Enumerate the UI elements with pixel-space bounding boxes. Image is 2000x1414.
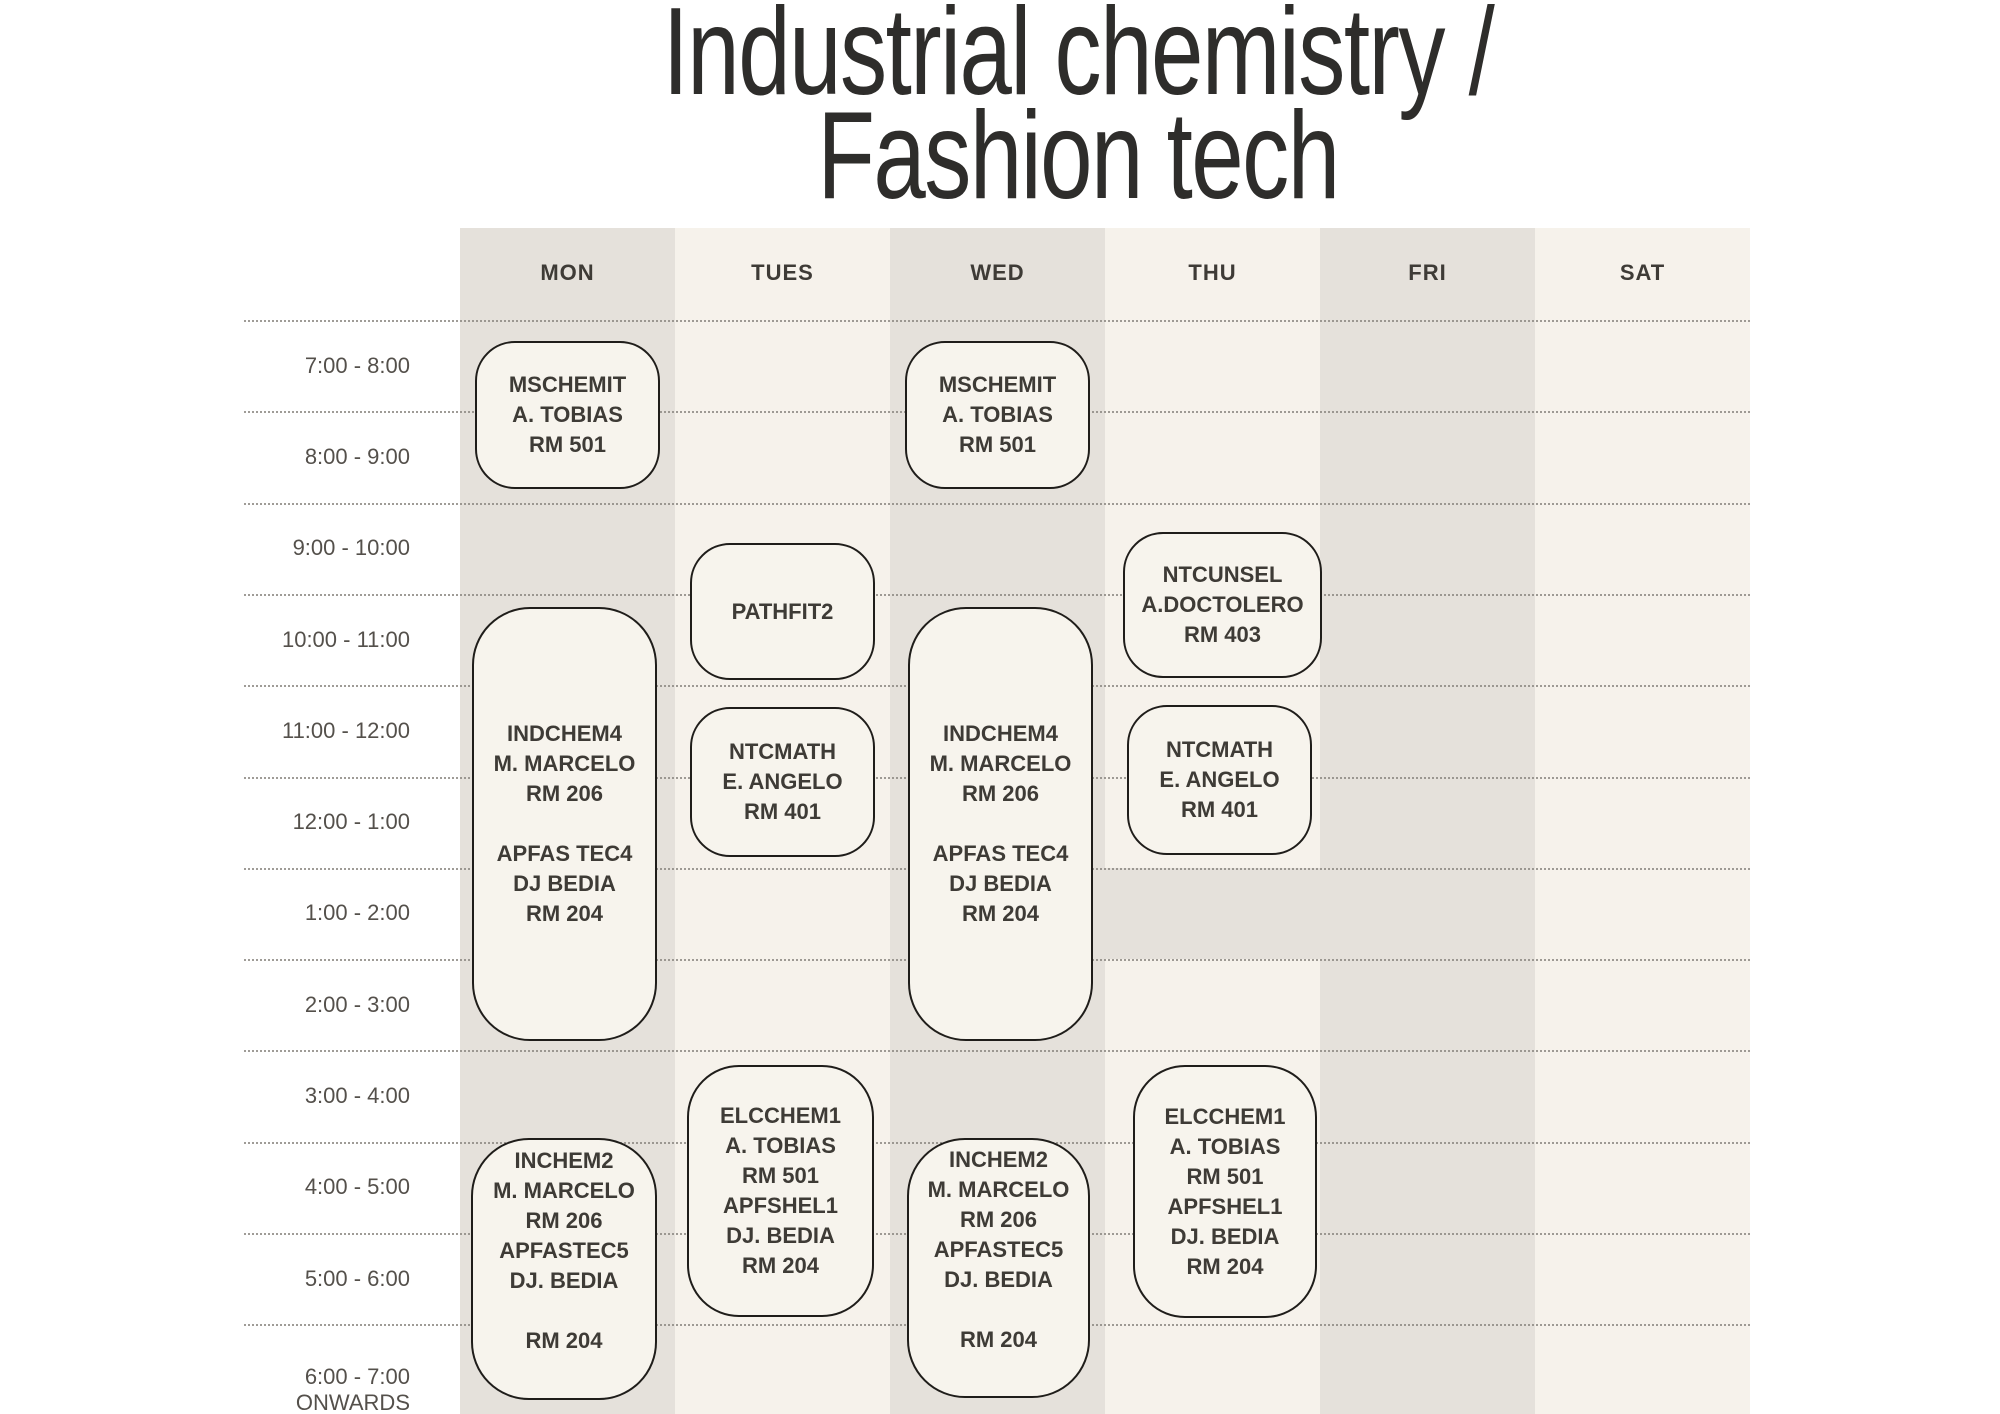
event-course: INCHEM2 <box>514 1148 614 1173</box>
event-instructor: M. MARCELO <box>927 1177 1070 1202</box>
event-room: RM 206 <box>961 781 1040 806</box>
shaded-cell-thu-1-2 <box>1105 868 1320 959</box>
event-card-mon-indchem4: INDCHEM4 M. MARCELO RM 206 APFAS TEC4 DJ… <box>472 607 657 1041</box>
event-course: INCHEM2 <box>948 1147 1048 1172</box>
event-course: NTCUNSEL <box>1162 562 1283 587</box>
page-title-line-2: Fashion tech <box>817 87 1340 225</box>
event-room-2: RM 204 <box>525 1328 603 1353</box>
row-divider <box>244 320 1750 322</box>
event-card-thu-ntcmath: NTCMATH E. ANGELO RM 401 <box>1127 705 1312 855</box>
column-band-fri <box>1320 228 1535 1414</box>
event-instructor: M. MARCELO <box>493 1178 635 1203</box>
time-label-9-10: 9:00 - 10:00 <box>292 535 410 560</box>
event-card-tue-elcchem1: ELCCHEM1 A. TOBIAS RM 501 APFSHEL1 DJ. B… <box>687 1065 874 1317</box>
row-divider <box>244 1050 1750 1052</box>
event-card-tue-ntcmath: NTCMATH E. ANGELO RM 401 <box>690 707 875 857</box>
event-course: INDCHEM4 <box>943 721 1058 746</box>
event-room-2: RM 204 <box>525 901 604 926</box>
event-instructor: A. TOBIAS <box>1169 1133 1281 1159</box>
time-label-3-4: 3:00 - 4:00 <box>304 1083 410 1108</box>
event-instructor-2: DJ. BEDIA <box>726 1223 835 1248</box>
event-room: RM 501 <box>958 432 1037 457</box>
event-instructor: M. MARCELO <box>929 751 1072 776</box>
event-room-2: RM 204 <box>1186 1253 1264 1279</box>
event-instructor-2: DJ. BEDIA <box>944 1267 1053 1292</box>
event-room-2: RM 204 <box>741 1253 820 1278</box>
event-room: RM 501 <box>1186 1163 1264 1189</box>
event-instructor-2: DJ. BEDIA <box>509 1268 619 1293</box>
event-course: NTCMATH <box>728 739 837 764</box>
page-title: Industrial chemistry / Fashion tech <box>318 0 1838 225</box>
event-instructor-2: DJ BEDIA <box>949 871 1052 896</box>
time-label-8-9: 8:00 - 9:00 <box>304 444 410 469</box>
event-card-wed-indchem4: INDCHEM4 M. MARCELO RM 206 APFAS TEC4 DJ… <box>908 607 1093 1041</box>
event-instructor: A. TOBIAS <box>512 402 623 427</box>
event-card-wed-mschemit: MSCHEMIT A. TOBIAS RM 501 <box>905 341 1090 489</box>
event-room: RM 206 <box>525 781 604 806</box>
event-course: ELCCHEM1 <box>1164 1103 1286 1129</box>
time-label-2-3: 2:00 - 3:00 <box>304 992 410 1017</box>
event-course-2: APFSHEL1 <box>723 1193 838 1218</box>
page-title-line-1: Industrial chemistry / <box>662 0 1495 121</box>
time-label-10-11: 10:00 - 11:00 <box>281 627 410 652</box>
event-room: RM 401 <box>743 799 822 824</box>
event-room: RM 401 <box>1180 797 1259 822</box>
event-room-2: RM 204 <box>961 901 1040 926</box>
day-header-thu: THU <box>1188 260 1237 285</box>
event-instructor: M. MARCELO <box>493 751 636 776</box>
event-instructor: A. TOBIAS <box>942 402 1053 427</box>
event-course: NTCMATH <box>1165 737 1274 762</box>
event-instructor: E. ANGELO <box>722 769 843 794</box>
event-instructor-2: DJ BEDIA <box>513 871 616 896</box>
event-room: RM 403 <box>1183 622 1262 647</box>
event-instructor: E. ANGELO <box>1159 767 1280 792</box>
event-room-2: RM 204 <box>959 1327 1038 1352</box>
event-card-mon-inchem2: INCHEM2 M. MARCELO RM 206 APFASTEC5 DJ. … <box>471 1138 657 1400</box>
event-course: ELCCHEM1 <box>719 1103 841 1128</box>
event-course-2: APFSHEL1 <box>1167 1193 1283 1219</box>
event-room: RM 501 <box>528 432 607 457</box>
event-course: INDCHEM4 <box>507 721 622 746</box>
event-card-wed-inchem2: INCHEM2 M. MARCELO RM 206 APFASTEC5 DJ. … <box>907 1138 1090 1398</box>
day-header-mon: MON <box>540 260 595 285</box>
row-divider <box>244 594 1750 596</box>
event-course-2: APFASTEC5 <box>499 1238 629 1263</box>
day-header-tues: TUES <box>751 260 814 285</box>
event-instructor: A.DOCTOLERO <box>1141 592 1304 617</box>
event-room: RM 501 <box>741 1163 820 1188</box>
event-course-2: APFAS TEC4 <box>932 841 1069 866</box>
event-card-thu-elcchem1: ELCCHEM1 A. TOBIAS RM 501 APFSHEL1 DJ. B… <box>1133 1065 1317 1318</box>
event-room: RM 206 <box>525 1208 603 1233</box>
time-label-11-12: 11:00 - 12:00 <box>281 718 410 743</box>
event-card-thu-ntcunsel: NTCUNSEL A.DOCTOLERO RM 403 <box>1123 532 1322 678</box>
event-room: RM 206 <box>959 1207 1038 1232</box>
event-course: PATHFIT2 <box>731 598 834 624</box>
event-course-2: APFAS TEC4 <box>496 841 633 866</box>
event-course: MSCHEMIT <box>938 372 1057 397</box>
event-instructor-2: DJ. BEDIA <box>1170 1223 1280 1249</box>
event-instructor: A. TOBIAS <box>725 1133 836 1158</box>
event-course: MSCHEMIT <box>508 372 627 397</box>
time-label-12-1: 12:00 - 1:00 <box>292 809 410 834</box>
day-header-wed: WED <box>970 260 1025 285</box>
time-label-onwards: ONWARDS <box>295 1390 410 1414</box>
event-course-2: APFASTEC5 <box>933 1237 1064 1262</box>
event-card-tue-pathfit2: PATHFIT2 <box>690 543 875 680</box>
time-label-5-6: 5:00 - 6:00 <box>304 1266 410 1291</box>
event-card-mon-mschemit: MSCHEMIT A. TOBIAS RM 501 <box>475 341 660 489</box>
time-label-6-7: 6:00 - 7:00 <box>304 1364 410 1389</box>
time-label-1-2: 1:00 - 2:00 <box>304 900 410 925</box>
day-header-fri: FRI <box>1408 260 1447 285</box>
column-band-sat <box>1535 228 1750 1414</box>
time-label-7-8: 7:00 - 8:00 <box>304 353 410 378</box>
time-label-4-5: 4:00 - 5:00 <box>304 1174 410 1199</box>
row-divider <box>244 503 1750 505</box>
day-header-sat: SAT <box>1619 260 1666 285</box>
time-label-6-7-onwards: 6:00 - 7:00 ONWARDS <box>150 1364 410 1414</box>
